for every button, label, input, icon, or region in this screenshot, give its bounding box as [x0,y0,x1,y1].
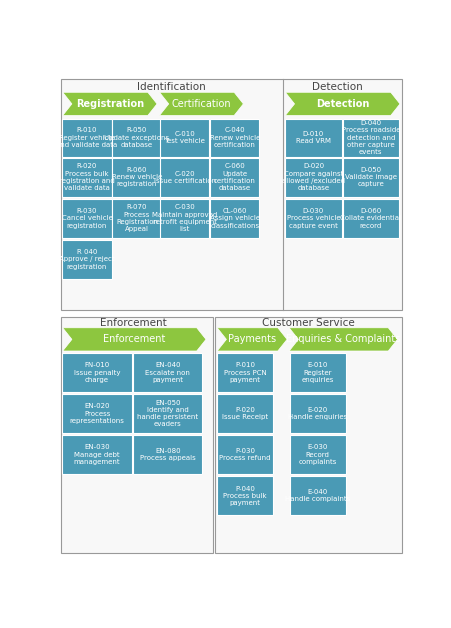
Text: C-060
Update
certification
database: C-060 Update certification database [214,163,256,191]
FancyBboxPatch shape [285,119,341,156]
Text: E-030
Record
complaints: E-030 Record complaints [299,445,337,465]
FancyBboxPatch shape [210,119,259,156]
FancyBboxPatch shape [62,158,111,197]
Text: P-020
Issue Receipt: P-020 Issue Receipt [222,407,268,420]
FancyBboxPatch shape [160,119,209,156]
FancyBboxPatch shape [217,476,273,516]
Text: R-050
Update exceptions
database: R-050 Update exceptions database [104,127,170,148]
Text: Enforcement: Enforcement [103,334,166,344]
FancyBboxPatch shape [217,435,273,474]
FancyBboxPatch shape [160,198,209,238]
FancyBboxPatch shape [285,198,341,238]
FancyBboxPatch shape [62,353,132,392]
FancyBboxPatch shape [62,435,132,474]
FancyBboxPatch shape [160,158,209,197]
Text: EN-080
Process appeals: EN-080 Process appeals [140,448,196,462]
Polygon shape [217,328,287,351]
Polygon shape [63,92,157,116]
Text: P-030
Process refund: P-030 Process refund [219,448,271,462]
FancyBboxPatch shape [343,119,399,156]
FancyBboxPatch shape [62,394,132,433]
FancyBboxPatch shape [210,198,259,238]
Text: FN-010
Issue penalty
charge: FN-010 Issue penalty charge [74,362,120,382]
Text: Payments: Payments [228,334,276,344]
Text: E-020
Handle enquiries: E-020 Handle enquiries [288,407,347,420]
FancyBboxPatch shape [290,353,346,392]
FancyBboxPatch shape [62,240,111,279]
Text: C-020
Issue certification: C-020 Issue certification [154,171,216,184]
Polygon shape [160,92,244,116]
Polygon shape [285,92,400,116]
Text: C-030
Maintain approved
retrofit equipment
list: C-030 Maintain approved retrofit equipme… [152,204,217,232]
Text: Enforcement: Enforcement [100,318,167,328]
FancyBboxPatch shape [60,317,212,553]
FancyBboxPatch shape [343,198,399,238]
FancyBboxPatch shape [62,119,111,156]
Text: Identification: Identification [138,82,206,92]
FancyBboxPatch shape [112,158,161,197]
Text: C-040
Renew vehicle
certification: C-040 Renew vehicle certification [210,127,260,148]
FancyBboxPatch shape [60,78,402,310]
Text: Enquiries & Complaints: Enquiries & Complaints [286,334,400,344]
FancyBboxPatch shape [112,198,161,238]
Text: Customer Service: Customer Service [262,318,354,328]
Text: EN-020
Process
representations: EN-020 Process representations [69,403,124,424]
Text: CL-060
Assign vehicle
classifications: CL-060 Assign vehicle classifications [210,208,260,229]
Text: Certification: Certification [172,99,231,109]
Text: Registration: Registration [76,99,144,109]
Text: EN-050
Identify and
handle persistent
evaders: EN-050 Identify and handle persistent ev… [137,400,198,428]
Text: Detection: Detection [313,82,363,92]
Text: D-020
Compare against
allowed /excluded
database: D-020 Compare against allowed /excluded … [282,163,345,191]
FancyBboxPatch shape [62,198,111,238]
Text: D-060
Collate evidential
record: D-060 Collate evidential record [340,208,401,229]
FancyBboxPatch shape [285,158,341,197]
FancyBboxPatch shape [290,435,346,474]
Text: R-060
Renew vehicle
registration: R-060 Renew vehicle registration [112,167,162,187]
FancyBboxPatch shape [216,317,402,553]
FancyBboxPatch shape [343,158,399,197]
Polygon shape [63,328,206,351]
Text: Detection: Detection [316,99,369,109]
Polygon shape [289,328,397,351]
Text: R-030
Cancel vehicle
registration: R-030 Cancel vehicle registration [61,208,112,229]
Text: EN-030
Manage debt
management: EN-030 Manage debt management [74,445,120,465]
FancyBboxPatch shape [133,435,202,474]
FancyBboxPatch shape [217,394,273,433]
Text: D-010
Read VRM: D-010 Read VRM [296,131,331,144]
Text: R-070
Process
Registration
Appeal: R-070 Process Registration Appeal [116,204,158,232]
Text: P-040
Process bulk
payment: P-040 Process bulk payment [223,485,267,506]
FancyBboxPatch shape [210,158,259,197]
Text: D-030
Process vehicle
capture event: D-030 Process vehicle capture event [287,208,340,229]
FancyBboxPatch shape [217,353,273,392]
FancyBboxPatch shape [290,476,346,516]
Text: EN-040
Escalate non
payment: EN-040 Escalate non payment [145,362,190,382]
Text: C-010
Test vehicle: C-010 Test vehicle [164,131,205,144]
Text: D-040
Process roadside
detection and
other capture
events: D-040 Process roadside detection and oth… [341,120,400,155]
Text: R 040
Approve / reject
registration: R 040 Approve / reject registration [59,249,115,269]
Text: E-040
Handle complaints: E-040 Handle complaints [285,489,350,502]
Text: D-050
Validate image
capture: D-050 Validate image capture [345,167,397,187]
FancyBboxPatch shape [290,394,346,433]
Text: P-010
Process PCN
payment: P-010 Process PCN payment [224,362,267,382]
Text: E-010
Register
enquiries: E-010 Register enquiries [301,362,334,382]
FancyBboxPatch shape [133,394,202,433]
FancyBboxPatch shape [112,119,161,156]
Text: R-020
Process bulk
registration and
validate data: R-020 Process bulk registration and vali… [59,163,115,191]
FancyBboxPatch shape [133,353,202,392]
Text: R-010
Register vehicle
and validate data: R-010 Register vehicle and validate data [56,127,118,148]
